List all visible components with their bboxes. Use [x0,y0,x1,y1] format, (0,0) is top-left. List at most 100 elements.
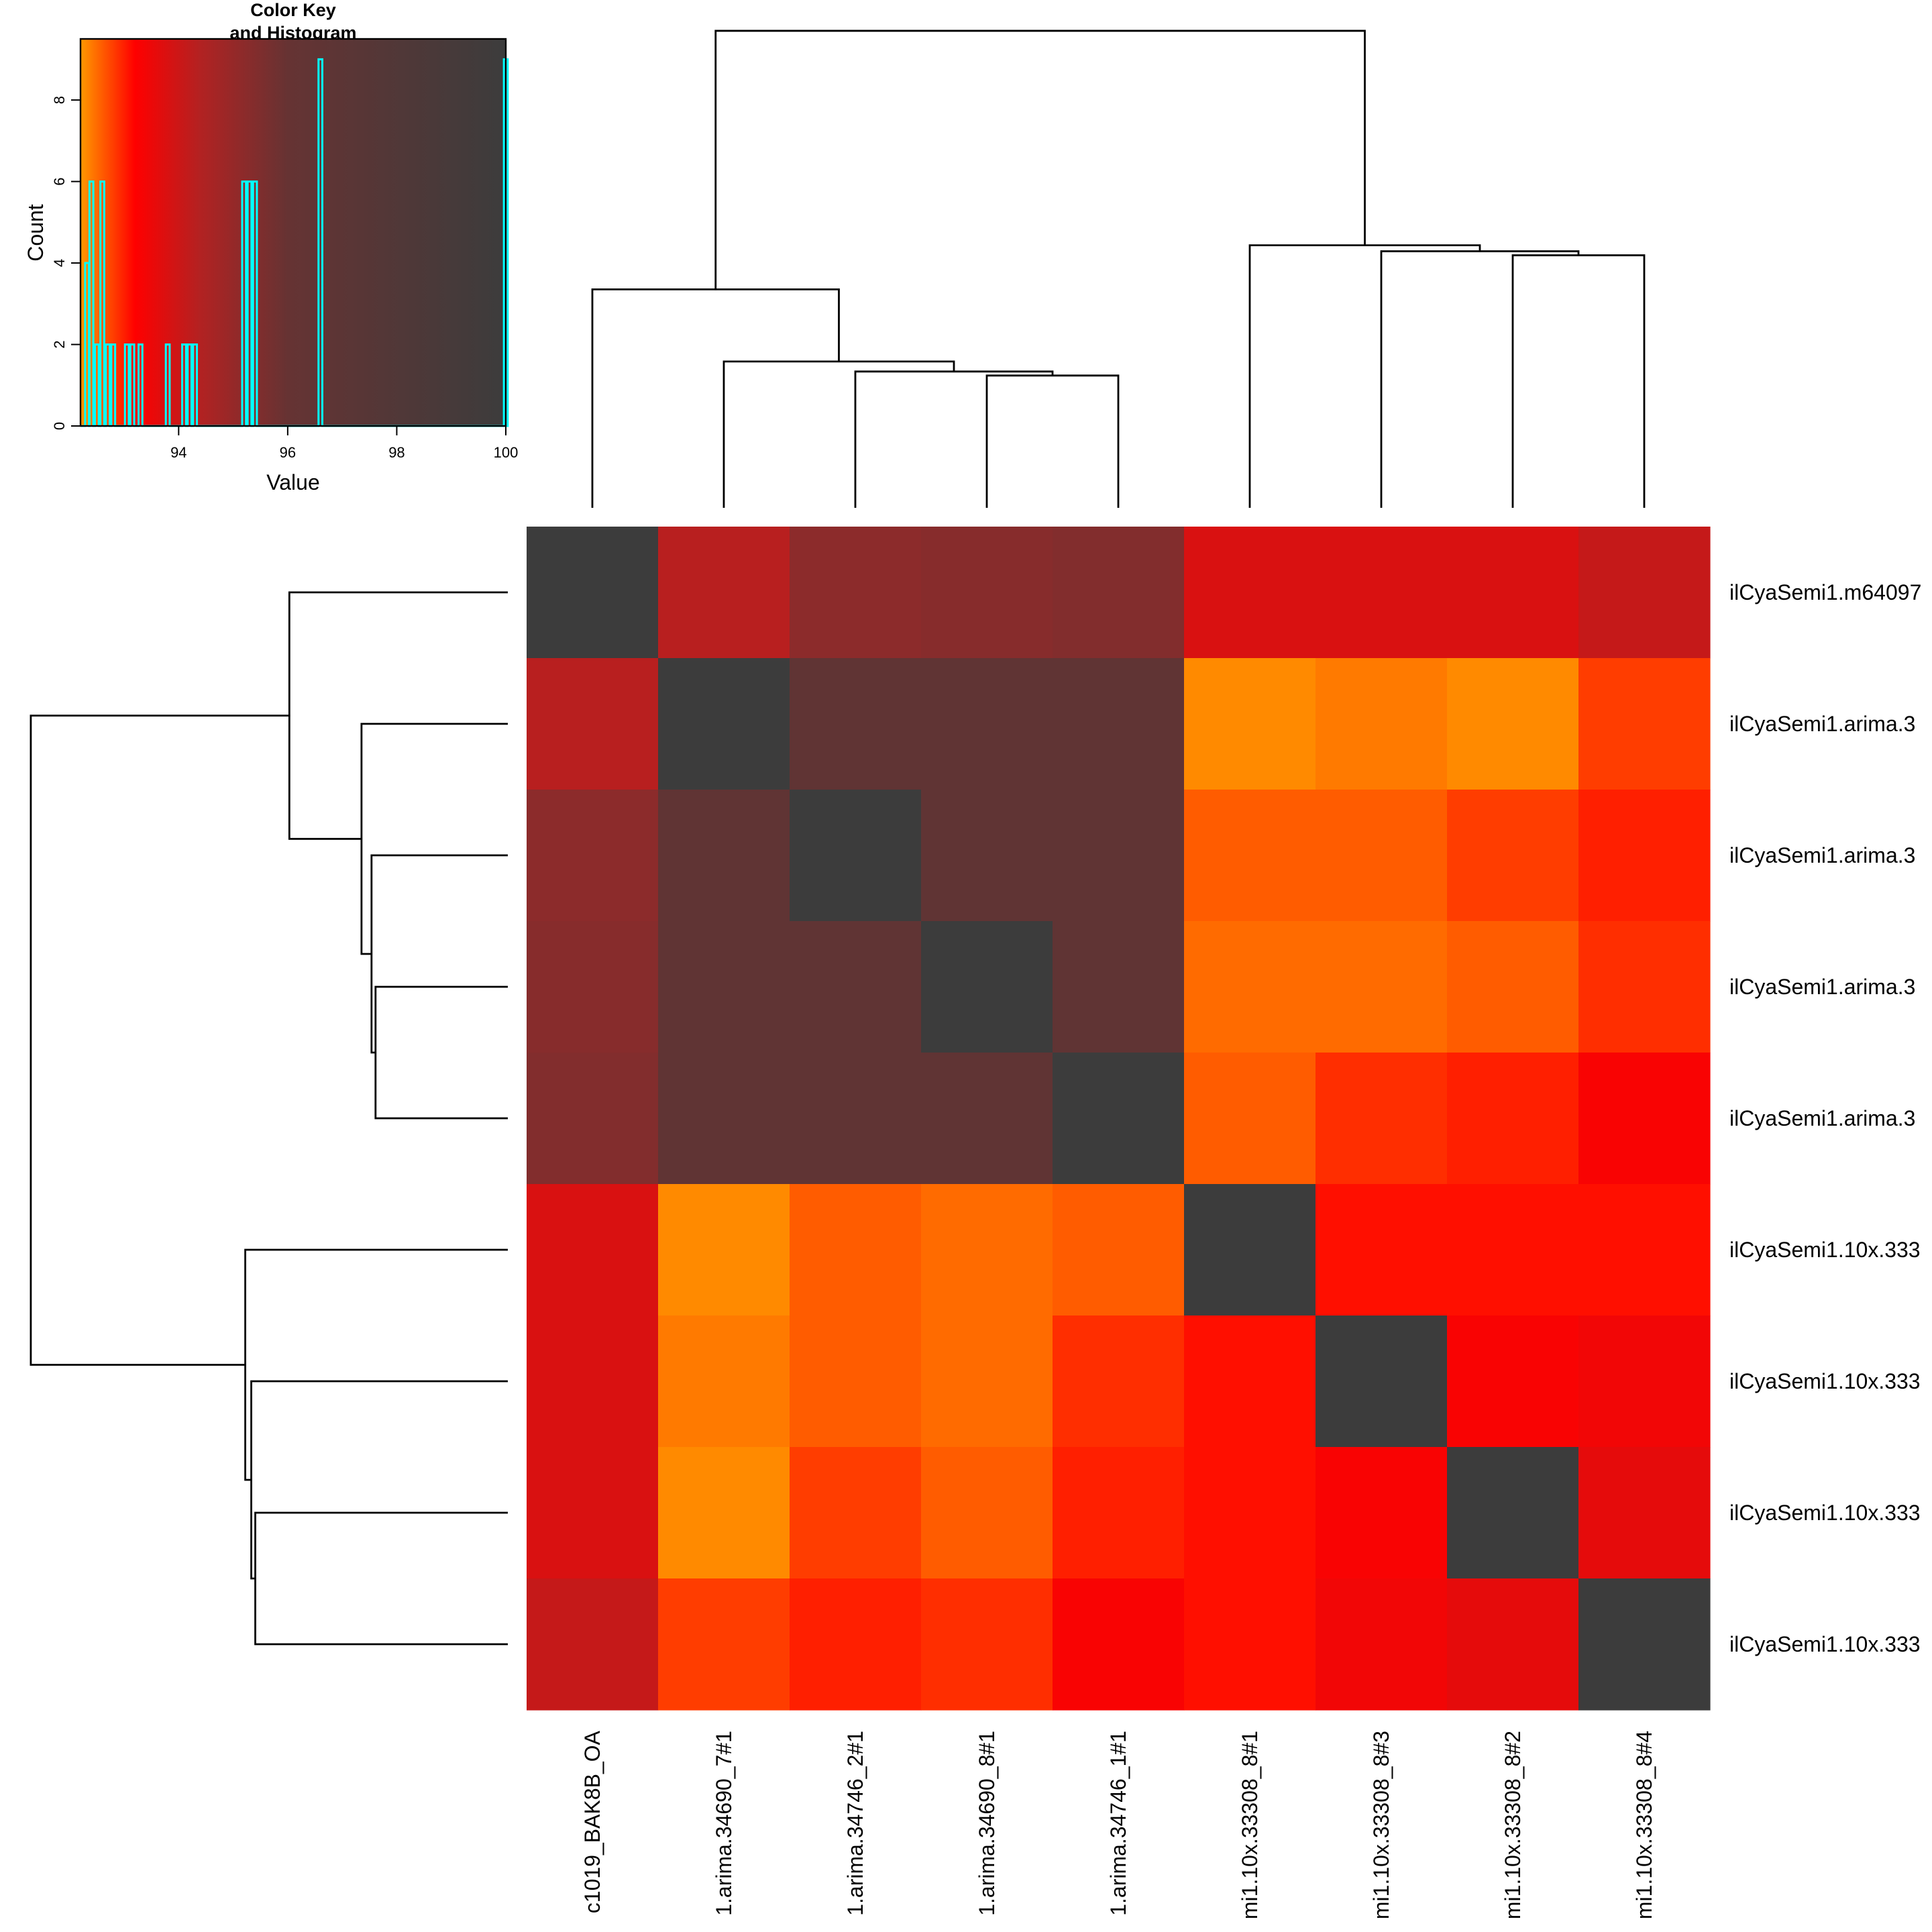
y-tick-label: 8 [51,96,68,104]
heatmap-cell [790,1447,922,1579]
color-key-frame [79,38,507,427]
heatmap-cell [1316,1316,1448,1448]
heatmap-cell [1316,1053,1448,1185]
heatmap-cell [658,1316,790,1448]
color-key-y-label: Count [23,204,48,262]
y-tick-label: 4 [51,259,68,267]
heatmap-cell [1578,1447,1711,1579]
heatmap-cell [1578,1184,1711,1316]
heatmap-cell [1578,658,1711,790]
heatmap-cell [1316,1184,1448,1316]
heatmap-cell [1447,1316,1579,1448]
heatmap-cell [1447,658,1579,790]
column-label: 1.arima.34690_7#1 [712,1731,736,1916]
dendrogram-branch [244,1248,508,1481]
heatmap-cell [1578,790,1711,922]
x-tick-label: 100 [494,444,519,461]
heatmap-cell [1447,1053,1579,1185]
heatmap-cell [1578,1578,1711,1711]
heatmap-cell [1578,1053,1711,1185]
heatmap-cell [790,1184,922,1316]
heatmap-cell [658,1578,790,1711]
heatmap-cell [921,921,1053,1053]
heatmap-cell [1053,1053,1185,1185]
heatmap-cell [1053,1316,1185,1448]
heatmap-cell [1316,790,1448,922]
dendrogram-branch [374,985,508,1120]
heatmap-cell [658,790,790,922]
heatmap-cell [921,658,1053,790]
row-label: ilCyaSemi1.arima.3 [1729,712,1915,736]
column-label: mi1.10x.33308_8#1 [1238,1731,1262,1919]
row-label: ilCyaSemi1.10x.333 [1729,1632,1921,1656]
dendrogram-branch [1380,250,1580,508]
x-tick-label: 94 [170,444,186,461]
dendrogram-branch [370,854,508,1054]
heatmap-cell [658,921,790,1053]
heatmap-cell [921,527,1053,659]
heatmap-cell [527,1184,659,1316]
column-label: c1019_BAK8B_OA [580,1730,604,1913]
heatmap-cell [658,658,790,790]
heatmap-cell [1578,921,1711,1053]
heatmap-cell [1316,1447,1448,1579]
column-dendrogram [591,30,1646,508]
row-label: ilCyaSemi1.10x.333 [1729,1501,1921,1525]
heatmap-cell [921,1578,1053,1711]
heatmap-cell [1184,1578,1316,1711]
dendrogram-branch [854,370,1054,508]
col-labels: c1019_BAK8B_OA 1.arima.34690_7#1 1.arima.3… [580,1730,1656,1919]
heatmap-cells [527,527,1711,1711]
dendrogram-branch [985,374,1120,508]
heatmap-cell [790,527,922,659]
heatmap-cell [1053,1184,1185,1316]
heatmap-cell [1184,527,1316,659]
column-label: mi1.10x.33308_8#2 [1501,1731,1525,1919]
heatmap-cell [790,658,922,790]
heatmap-cell [1184,1053,1316,1185]
dendrogram-branch [1511,254,1646,508]
row-label: ilCyaSemi1.arima.3 [1729,1106,1915,1130]
heatmap-cell [1053,527,1185,659]
dendrogram-branch [714,30,1366,290]
row-label: ilCyaSemi1.m64097 [1729,580,1921,604]
dendrogram-branch [722,360,955,508]
heatmap-cell [1316,1578,1448,1711]
heatmap-cell [1447,921,1579,1053]
heatmap-cell [527,527,659,659]
row-dendrogram [30,591,508,1646]
color-key-title: Color Key [250,0,336,20]
heatmap-cell [1053,1447,1185,1579]
heatmap-cell [1053,1578,1185,1711]
heatmap-cell [527,1053,659,1185]
heatmap-cell [921,790,1053,922]
dendrogram-branch [254,1511,508,1646]
heatmap-cell [1578,1316,1711,1448]
y-tick-label: 2 [51,340,68,348]
heatmap-cell [658,1447,790,1579]
heatmap-cell [527,790,659,922]
row-label: ilCyaSemi1.10x.333 [1729,1369,1921,1393]
heatmap-cell [527,1316,659,1448]
heatmap-cell [1447,1184,1579,1316]
row-label: ilCyaSemi1.10x.333 [1729,1238,1921,1262]
x-tick-label: 98 [388,444,405,461]
heatmap-cell [1184,1447,1316,1579]
heatmap-cell [921,1053,1053,1185]
heatmap-cell [658,527,790,659]
heatmap-cell [658,1184,790,1316]
heatmap-cell [1447,1447,1579,1579]
x-tick-label: 96 [280,444,296,461]
color-key-y-ticks: 0 2 4 6 8 [51,96,80,430]
dendrogram-branch [288,591,508,840]
heatmap-cell [527,921,659,1053]
row-label: ilCyaSemi1.arima.3 [1729,975,1915,999]
heatmap-cell [790,790,922,922]
heatmap-cell [527,1447,659,1579]
dendrogram-branch [250,1380,508,1580]
heatmap-cell [790,1053,922,1185]
y-tick-label: 0 [51,422,68,430]
color-key-gradient [80,39,506,426]
dendrogram-branch [30,714,290,1366]
